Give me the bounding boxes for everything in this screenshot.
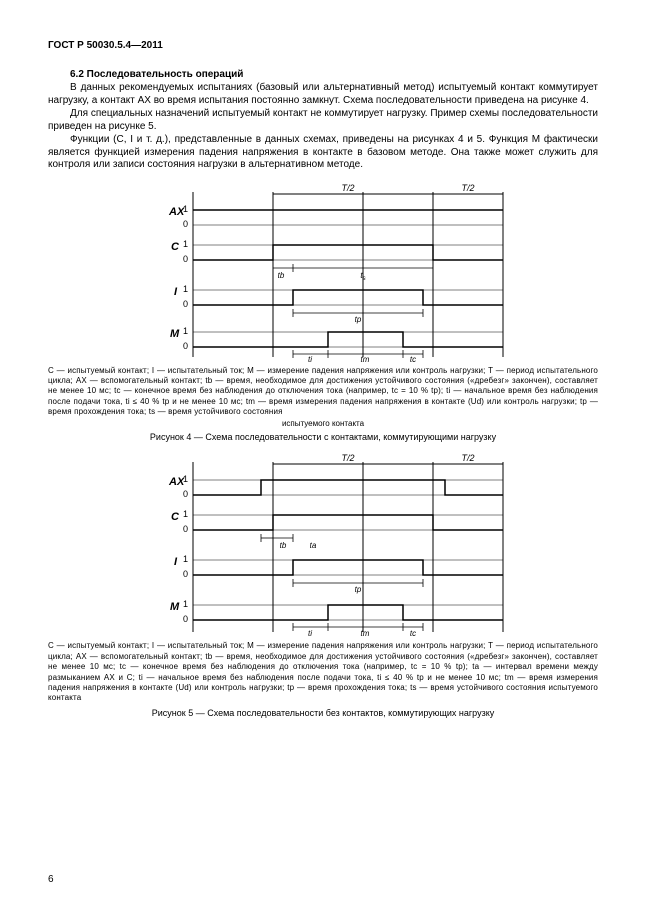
page-number: 6 [48,874,54,885]
fig4-t-half-1: T/2 [341,183,354,193]
svg-text:1: 1 [183,474,188,484]
svg-text:1: 1 [183,326,188,336]
page: ГОСТ Р 50030.5.4—2011 6.2 Последовательн… [0,0,646,913]
svg-text:0: 0 [183,341,188,351]
fig5-tc: tc [410,629,416,637]
paragraph-2: Для специальных назначений испытуемый ко… [48,108,598,133]
fig5-ta: ta [310,541,317,550]
fig5-ti: ti [308,629,312,637]
fig4-label-i: I [174,286,178,298]
fig4-label-c: C [171,241,180,253]
fig4-tm: tm [361,355,370,362]
fig4-tb: tb [278,271,285,280]
fig4-ti: ti [308,355,312,362]
svg-text:0: 0 [183,489,188,499]
fig5-t-half-1: T/2 [341,453,354,463]
figure-5-legend: C — испытуемый контакт; I — испытательны… [48,641,598,703]
fig5-label-i: I [174,556,178,568]
figure-4-legend-b: испытуемого контакта [48,419,598,428]
svg-text:1: 1 [183,554,188,564]
svg-text:0: 0 [183,524,188,534]
fig5-label-m: M [170,601,180,613]
svg-text:1: 1 [183,239,188,249]
fig5-tp: tp [355,585,362,594]
fig4-tc: tc [410,355,416,362]
fig5-tb: tb [280,541,287,550]
svg-text:1: 1 [183,204,188,214]
figure-4: T/2 T/2 AX 1 0 C 1 0 [48,182,598,362]
svg-text:1: 1 [183,284,188,294]
svg-text:0: 0 [183,254,188,264]
paragraph-3: Функции (C, I и т. д.), представленные в… [48,134,598,172]
figure-4-legend: C — испытуемый контакт; I — испытательны… [48,366,598,418]
fig4-t-half-2: T/2 [461,183,474,193]
document-code: ГОСТ Р 50030.5.4—2011 [48,40,598,51]
figure-5-caption: Рисунок 5 — Схема последовательности без… [48,708,598,718]
svg-text:0: 0 [183,219,188,229]
section-title: 6.2 Последовательность операций [48,69,598,80]
svg-text:1: 1 [183,599,188,609]
figure-5: T/2 T/2 AX 1 0 C 1 0 [48,452,598,637]
figure-5-svg: T/2 T/2 AX 1 0 C 1 0 [133,452,513,637]
svg-text:0: 0 [183,614,188,624]
svg-text:1: 1 [183,509,188,519]
svg-text:0: 0 [183,299,188,309]
fig4-tp: tp [355,315,362,324]
figure-4-svg: T/2 T/2 AX 1 0 C 1 0 [133,182,513,362]
fig4-label-m: M [170,328,180,340]
figure-4-caption: Рисунок 4 — Схема последовательности с к… [48,432,598,442]
fig5-tm: tm [361,629,370,637]
svg-text:0: 0 [183,569,188,579]
fig5-label-c: C [171,511,180,523]
fig5-t-half-2: T/2 [461,453,474,463]
paragraph-1: В данных рекомендуемых испытаниях (базов… [48,82,598,107]
